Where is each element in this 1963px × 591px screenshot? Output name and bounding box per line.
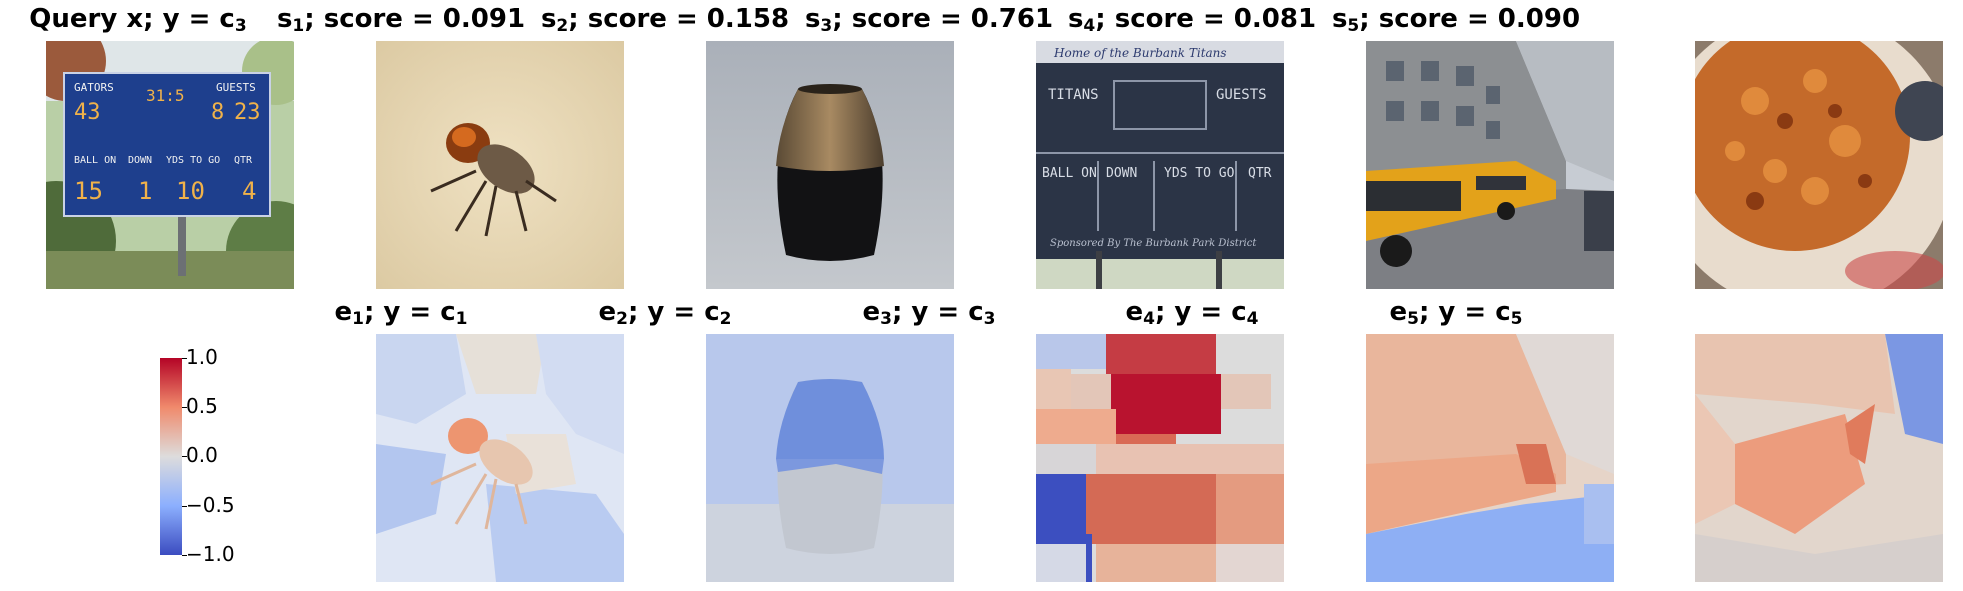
- title-e4: e4; y = c4: [1125, 297, 1259, 329]
- svg-text:TITANS: TITANS: [1048, 87, 1099, 103]
- svg-text:1: 1: [138, 177, 152, 205]
- colorbar-tick-label: 0.5: [186, 394, 218, 418]
- svg-text:QTR: QTR: [1248, 166, 1272, 181]
- svg-text:Home of the Burbank Titans: Home of the Burbank Titans: [1053, 46, 1227, 60]
- title-s3: s3; score = 0.761: [804, 4, 1054, 36]
- svg-text:31:5: 31:5: [146, 86, 185, 105]
- svg-text:DOWN: DOWN: [128, 155, 152, 166]
- colorbar-tickmark: [182, 456, 187, 457]
- svg-text:BALL ON: BALL ON: [74, 155, 116, 166]
- colorbar: [160, 358, 182, 555]
- title-s1: s1; score = 0.091: [276, 4, 526, 36]
- s4-image: [1366, 41, 1614, 289]
- svg-text:8: 8: [211, 100, 224, 125]
- e4-heatmap: [1366, 334, 1614, 582]
- svg-text:DOWN: DOWN: [1106, 166, 1137, 181]
- svg-text:23: 23: [234, 100, 261, 125]
- svg-text:YDS TO GO: YDS TO GO: [1164, 166, 1235, 181]
- svg-text:GATORS: GATORS: [74, 81, 114, 94]
- title-query: Query x; y = c3: [29, 4, 247, 36]
- colorbar-tick-label: −0.5: [186, 493, 235, 517]
- colorbar-tickmark: [182, 358, 187, 359]
- title-e2: e2; y = c2: [598, 297, 732, 329]
- title-e3: e3; y = c3: [862, 297, 996, 329]
- title-s5: s5; score = 0.090: [1331, 4, 1581, 36]
- s2-image: [706, 41, 954, 289]
- svg-text:43: 43: [74, 100, 101, 125]
- colorbar-tick-label: −1.0: [186, 542, 235, 566]
- svg-text:QTR: QTR: [234, 155, 253, 166]
- svg-text:GUESTS: GUESTS: [216, 81, 256, 94]
- title-s2: s2; score = 0.158: [540, 4, 790, 36]
- svg-text:10: 10: [176, 177, 205, 205]
- svg-text:BALL ON: BALL ON: [1042, 166, 1097, 181]
- title-e5: e5; y = c5: [1389, 297, 1523, 329]
- svg-text:4: 4: [242, 177, 256, 205]
- colorbar-tick-label: 1.0: [186, 345, 218, 369]
- colorbar-tickmark: [182, 506, 187, 507]
- query-image: GATORS GUESTS 43 31:5 8 23 BALL ON DOWN …: [46, 41, 294, 289]
- svg-text:YDS TO GO: YDS TO GO: [166, 155, 220, 166]
- e2-heatmap: [706, 334, 954, 582]
- colorbar-tick-label: 0.0: [186, 443, 218, 467]
- svg-text:GUESTS: GUESTS: [1216, 87, 1267, 103]
- title-e1: e1; y = c1: [334, 297, 468, 329]
- e3-heatmap: [1036, 334, 1284, 582]
- s3-image: Home of the Burbank Titans TITANS GUESTS…: [1036, 41, 1284, 289]
- e1-heatmap: [376, 334, 624, 582]
- e5-heatmap: [1695, 334, 1943, 582]
- svg-text:15: 15: [74, 177, 103, 205]
- s1-image: [376, 41, 624, 289]
- svg-text:Sponsored By The Burbank Park: Sponsored By The Burbank Park District: [1050, 238, 1257, 249]
- colorbar-tickmark: [182, 407, 187, 408]
- title-s4: s4; score = 0.081: [1067, 4, 1317, 36]
- s5-image: [1695, 41, 1943, 289]
- colorbar-tickmark: [182, 555, 187, 556]
